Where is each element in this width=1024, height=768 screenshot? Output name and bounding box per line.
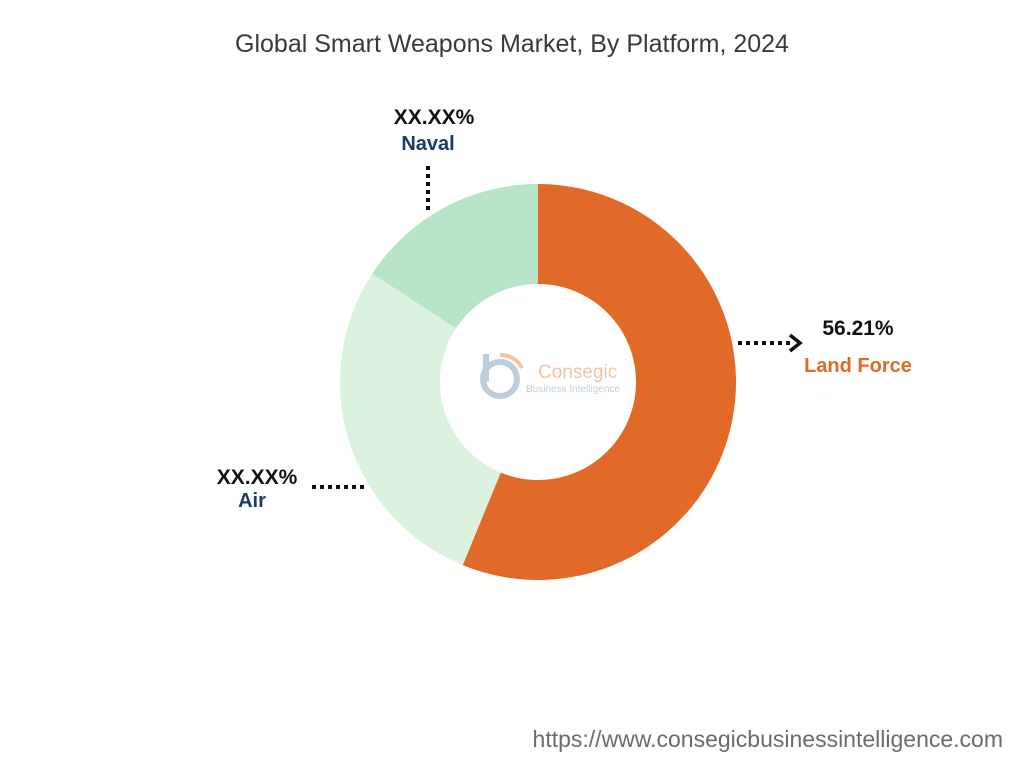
naval-value-label: XX.XX% bbox=[394, 106, 475, 129]
air-value-label: XX.XX% bbox=[217, 466, 298, 489]
air-category-label: Air bbox=[238, 490, 266, 512]
donut-hole bbox=[440, 284, 636, 480]
consegic-logo-icon bbox=[480, 353, 524, 399]
footer-url: https://www.consegicbusinessintelligence… bbox=[533, 726, 1003, 752]
land-force-category-label: Land Force bbox=[804, 355, 912, 377]
watermark-name: Consegic bbox=[538, 362, 617, 383]
air-slice bbox=[340, 273, 538, 566]
chart-title: Global Smart Weapons Market, By Platform… bbox=[235, 30, 789, 58]
watermark-tagline: Business Intelligence bbox=[526, 384, 620, 395]
consegic-watermark: Consegic Business Intelligence bbox=[480, 353, 620, 399]
naval-category-label: Naval bbox=[401, 133, 454, 155]
land-force-arrowhead bbox=[788, 333, 803, 353]
land-force-value-label: 56.21% bbox=[822, 317, 894, 340]
